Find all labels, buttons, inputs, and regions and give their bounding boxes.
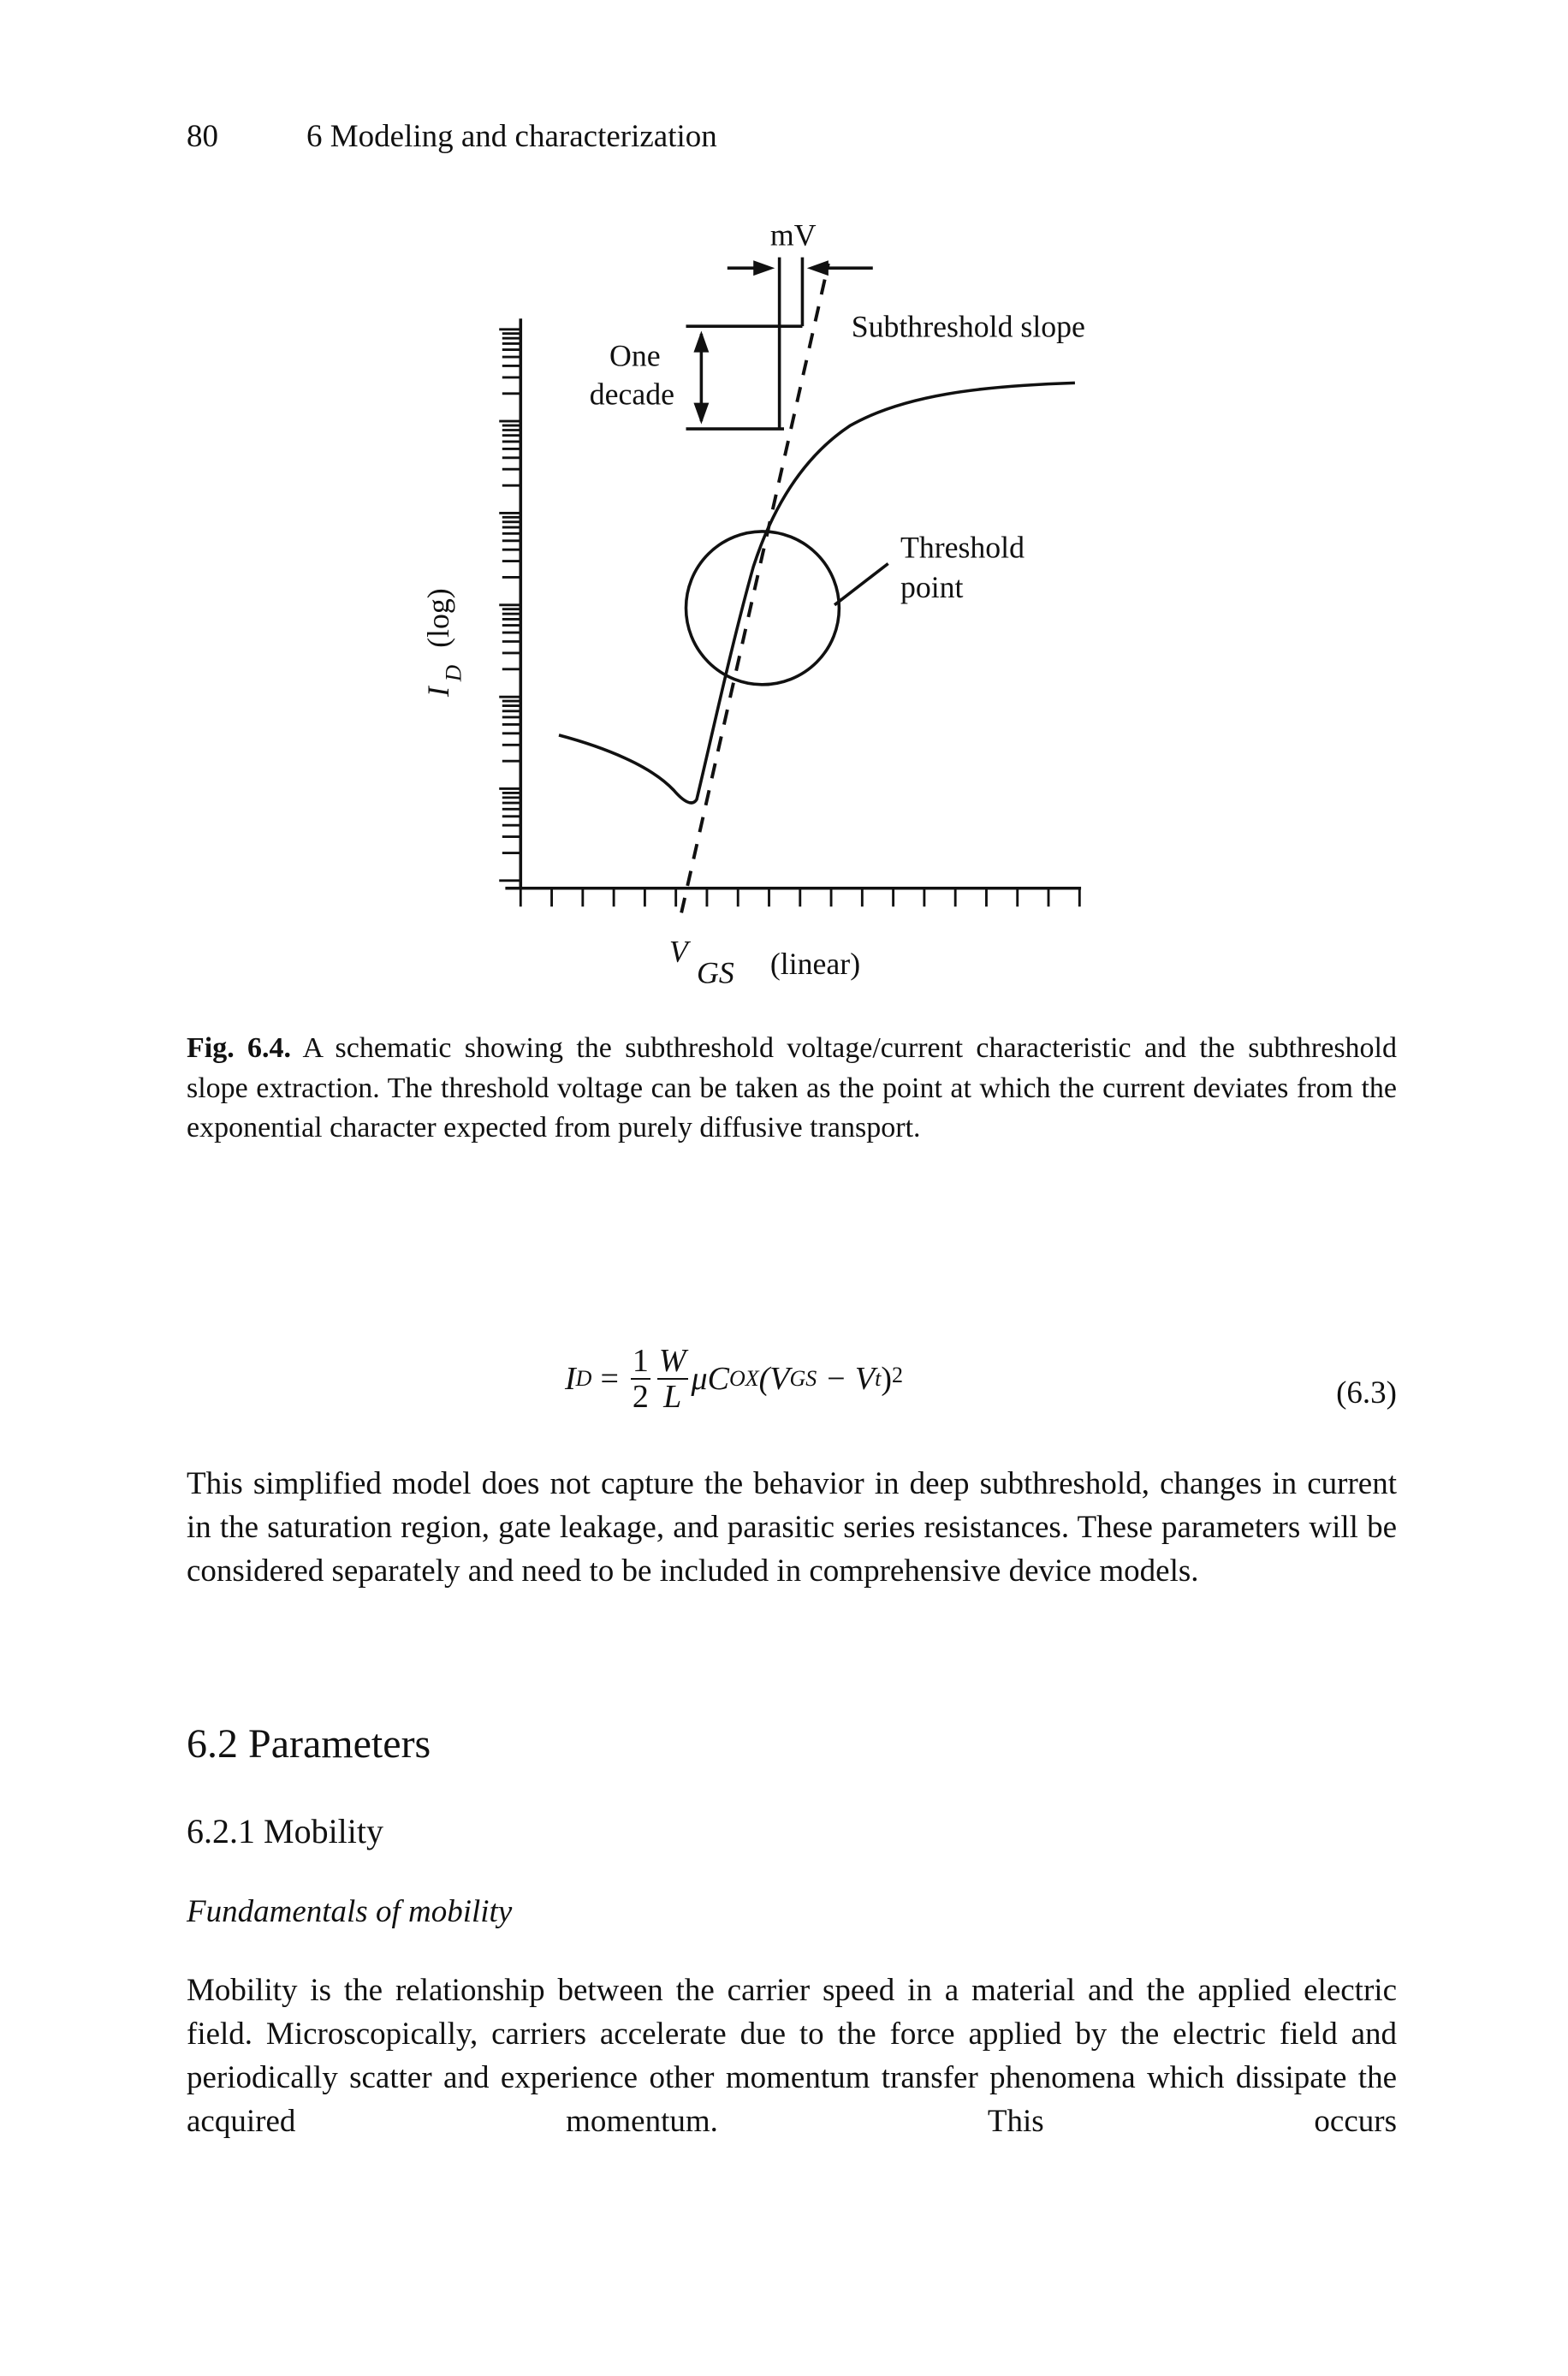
threshold-label: Threshold <box>900 530 1025 564</box>
section-heading: 6.2 Parameters <box>187 1721 431 1767</box>
eq-part: D <box>575 1366 592 1391</box>
eq-part: t <box>875 1366 882 1391</box>
decade-bracket <box>686 257 873 431</box>
decade-label: decade <box>590 377 674 411</box>
subthreshold-slope-line <box>680 263 830 913</box>
eq-part: 2 <box>632 1379 649 1415</box>
paragraph: This simplified model does not capture t… <box>187 1466 1397 1589</box>
running-title: 6 Modeling and characterization <box>306 119 717 154</box>
one-label: One <box>609 339 661 373</box>
point-label: point <box>900 570 964 604</box>
axis-ticks <box>499 328 1081 907</box>
paragraph: Mobility is the relationship between the… <box>187 1973 1397 2139</box>
y-axis-label: I D (log) <box>421 588 466 698</box>
id-vgs-curve <box>558 381 1075 805</box>
eq-part: I <box>565 1361 576 1397</box>
eq-part: 1 <box>630 1343 650 1380</box>
eq-part: ) <box>881 1361 893 1397</box>
threshold-circle <box>684 530 841 686</box>
eq-part: GS <box>789 1366 817 1391</box>
caption-text: A schematic showing the subthreshold vol… <box>187 1032 1397 1143</box>
eq-part: = <box>600 1361 619 1397</box>
threshold-pointer <box>833 562 889 607</box>
eq-part: μC <box>691 1361 729 1397</box>
eq-part: (V <box>758 1361 790 1397</box>
subthreshold-slope-label: Subthreshold slope <box>852 310 1085 344</box>
eq-part: L <box>663 1379 682 1415</box>
page-number: 80 <box>187 119 218 154</box>
eq-part: OX <box>728 1366 759 1391</box>
eq-part: 2 <box>892 1363 904 1387</box>
y-symbol: I <box>421 685 455 698</box>
x-symbol: V <box>669 935 692 969</box>
figure-caption: Fig. 6.4. A schematic showing the subthr… <box>187 1029 1397 1149</box>
y-subscript: D <box>441 665 466 682</box>
subsubsection-heading: Fundamentals of mobility <box>187 1894 513 1929</box>
x-scale: (linear) <box>770 947 860 981</box>
x-subscript: GS <box>697 956 734 990</box>
subsection-heading: 6.2.1 Mobility <box>187 1812 384 1850</box>
arrowheads <box>693 260 829 425</box>
figure: mV One decade Subthreshold slope Thresho… <box>421 217 1085 990</box>
x-axis-label: V GS (linear) <box>669 935 860 990</box>
eq-part: − V <box>817 1361 876 1397</box>
y-scale: (log) <box>421 588 455 648</box>
caption-label: Fig. 6.4. <box>187 1032 292 1064</box>
eq-part: W <box>656 1343 688 1380</box>
equation-number: (6.3) <box>1336 1375 1397 1411</box>
mv-label: mV <box>770 217 817 252</box>
